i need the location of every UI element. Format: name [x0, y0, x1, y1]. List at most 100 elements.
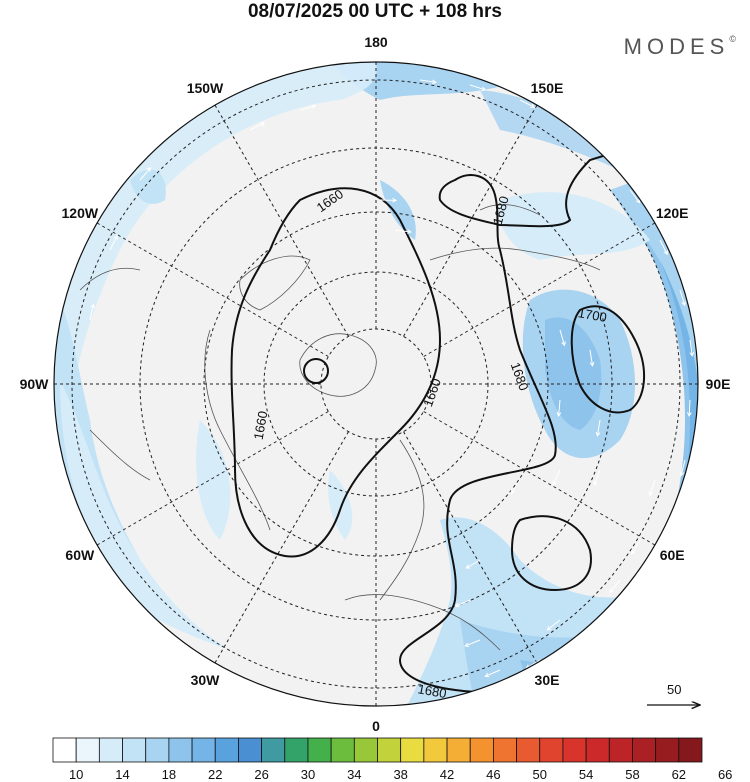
wind-arrow-head — [484, 672, 490, 678]
wind-arrow-head — [113, 234, 118, 240]
wind-arrow — [519, 99, 535, 108]
colorbar-label: 14 — [115, 767, 129, 782]
longitude-label: 120E — [656, 205, 689, 221]
meridian-line — [214, 104, 349, 337]
contour-1680-cell — [510, 515, 592, 592]
colorbar-swatch — [238, 737, 263, 763]
longitude-label: 60E — [660, 547, 685, 563]
wind-arrow — [608, 609, 621, 623]
wind-arrow — [559, 329, 565, 346]
colorbar-label: 38 — [393, 767, 407, 782]
wind-arrow-head — [648, 491, 654, 497]
colorbar-swatch — [377, 737, 402, 763]
wind-arrow-head — [464, 642, 470, 647]
colorbar-swatch — [168, 737, 193, 763]
wind-arrow-head — [595, 431, 601, 437]
wind-arrow — [464, 639, 481, 647]
wind-arrow — [455, 599, 471, 607]
colorbar-swatch — [516, 737, 541, 763]
wind-arrow — [558, 399, 561, 416]
wind-arrow-head — [561, 341, 566, 347]
longitude-label: 0 — [372, 718, 380, 734]
wind-arrow-head — [465, 564, 471, 569]
brand-logo: MODES© — [623, 34, 736, 59]
wind-arrow — [679, 289, 686, 306]
colorbar-swatch — [539, 737, 564, 763]
meridian-line — [423, 222, 656, 357]
wind-arrow-head — [679, 471, 685, 477]
map-title: 08/07/2025 00 UTC + 108 hrs — [247, 1, 503, 22]
colorbar-label: 62 — [672, 767, 686, 782]
wind-arrow — [139, 167, 151, 181]
longitude-label: 30E — [535, 672, 560, 688]
wind-arrow-head — [546, 625, 552, 631]
contour-label: 1700 — [577, 305, 608, 325]
colorbar-swatch — [75, 737, 100, 763]
longitude-labels: 180 150E 120E 90E 60E 30E 0 30W 60W 90W 120W 150W — [20, 34, 731, 734]
colorbar-swatch — [261, 737, 286, 763]
colorbar-swatch — [585, 737, 610, 763]
contour-lines — [230, 118, 698, 694]
wind-arrow-head — [311, 104, 317, 109]
colorbar: 10141822263034384246505458626670 — [52, 737, 732, 782]
wind-arrow — [649, 479, 656, 496]
meridians — [54, 62, 698, 706]
wind-arrow-head — [431, 79, 437, 85]
colorbar-swatch — [52, 737, 77, 763]
wind-arrow — [609, 579, 621, 593]
colorbar-swatch — [145, 737, 170, 763]
wind-arrow-head — [609, 588, 614, 594]
wind-arrow — [510, 479, 521, 494]
wind-arrow-head — [552, 480, 557, 486]
wind-arrow-head — [628, 637, 634, 643]
wind-arrow — [596, 419, 601, 436]
wind-arrow — [689, 339, 693, 356]
map-boundary — [53, 61, 699, 707]
colorbar-swatch — [423, 737, 448, 763]
wind-arrow-head — [640, 579, 645, 585]
colorbar-label: 22 — [208, 767, 222, 782]
colorbar-label: 42 — [440, 767, 454, 782]
contour-1700 — [570, 305, 646, 414]
colorbar-label: 58 — [625, 767, 639, 782]
longitude-label: 150E — [531, 80, 564, 96]
wind-arrow-head — [556, 412, 562, 417]
wind-arrow-head — [662, 530, 667, 536]
wind-arrow — [688, 399, 691, 417]
meridian-line — [96, 411, 329, 546]
wind-arrow — [299, 105, 316, 111]
colorbar-swatch — [98, 737, 123, 763]
wind-arrow-head — [686, 412, 692, 418]
contour-1660 — [230, 187, 442, 558]
wind-arrow-head — [392, 197, 398, 203]
colorbar-swatch — [492, 737, 517, 763]
colorbar-swatch — [400, 737, 425, 763]
colorbar-label: 30 — [301, 767, 315, 782]
colorbar-swatch — [307, 737, 332, 763]
colorbar-swatch — [678, 737, 703, 763]
wind-arrow-head — [593, 480, 598, 486]
wind-arrow-head — [530, 103, 536, 108]
wind-arrow — [587, 649, 601, 661]
colorbar-label: 18 — [162, 767, 176, 782]
longitude-label: 120W — [62, 205, 99, 221]
longitude-label: 30W — [191, 672, 221, 688]
colorbar-label: 50 — [533, 767, 547, 782]
wind-arrow-head — [90, 303, 96, 309]
wind-arrow-head — [689, 351, 695, 357]
wind-arrow-head — [510, 489, 515, 495]
wind-arrow — [525, 659, 541, 669]
colorbar-label: 66 — [718, 767, 732, 782]
wind-arrow — [419, 79, 436, 83]
meridian-line — [214, 431, 349, 664]
longitude-label: 90E — [706, 376, 731, 392]
wind-arrow — [680, 459, 686, 476]
wind-arrow — [628, 629, 641, 643]
wind-arrow — [593, 469, 601, 486]
longitude-label: 180 — [364, 34, 388, 50]
wind-arrow-head — [146, 167, 152, 172]
wind-arrow-head — [631, 549, 636, 555]
wind-arrow-head — [586, 656, 592, 661]
contour-low-center — [303, 358, 329, 384]
